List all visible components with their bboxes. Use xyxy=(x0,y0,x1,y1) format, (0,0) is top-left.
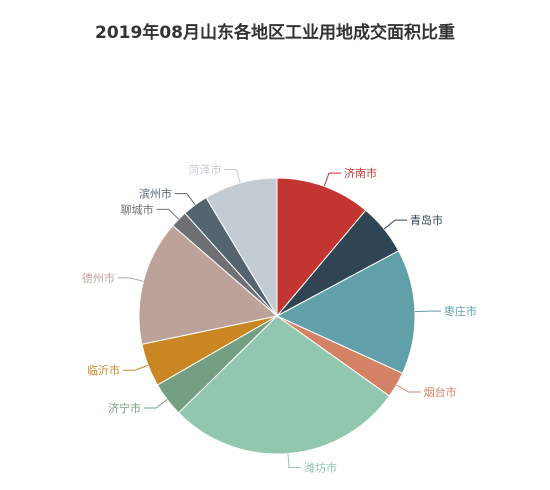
slice-label-6: 济宁市 xyxy=(108,401,141,415)
slice-label-1: 济南市 xyxy=(344,166,377,180)
pie-slice-8[interactable] xyxy=(138,224,279,345)
label-line-11 xyxy=(224,168,241,184)
label-line-1 xyxy=(323,172,341,187)
slice-label-8: 德州市 xyxy=(82,271,115,285)
slice-label-5: 潍坊市 xyxy=(304,461,337,475)
label-line-5 xyxy=(287,453,302,469)
slice-label-9: 聊城市 xyxy=(121,202,154,216)
pie-slice-3[interactable] xyxy=(275,250,416,374)
pie-slice-5[interactable] xyxy=(177,315,391,455)
label-line-9 xyxy=(156,208,179,220)
slice-label-3: 枣庄市 xyxy=(444,304,477,318)
label-line-6 xyxy=(144,399,168,409)
label-line-8 xyxy=(117,277,144,282)
slice-label-2: 青岛市 xyxy=(410,213,443,227)
label-line-4 xyxy=(396,384,421,393)
label-line-2 xyxy=(383,219,407,230)
label-line-10 xyxy=(174,193,196,206)
slice-label-10: 滨州市 xyxy=(139,187,172,201)
slice-label-7: 临沂市 xyxy=(87,363,120,377)
label-line-7 xyxy=(123,364,149,371)
slice-label-4: 烟台市 xyxy=(424,385,457,399)
chart-title: 2019年08月山东各地区工业用地成交面积比重 xyxy=(95,23,455,43)
slice-label-11: 菏泽市 xyxy=(188,162,221,176)
